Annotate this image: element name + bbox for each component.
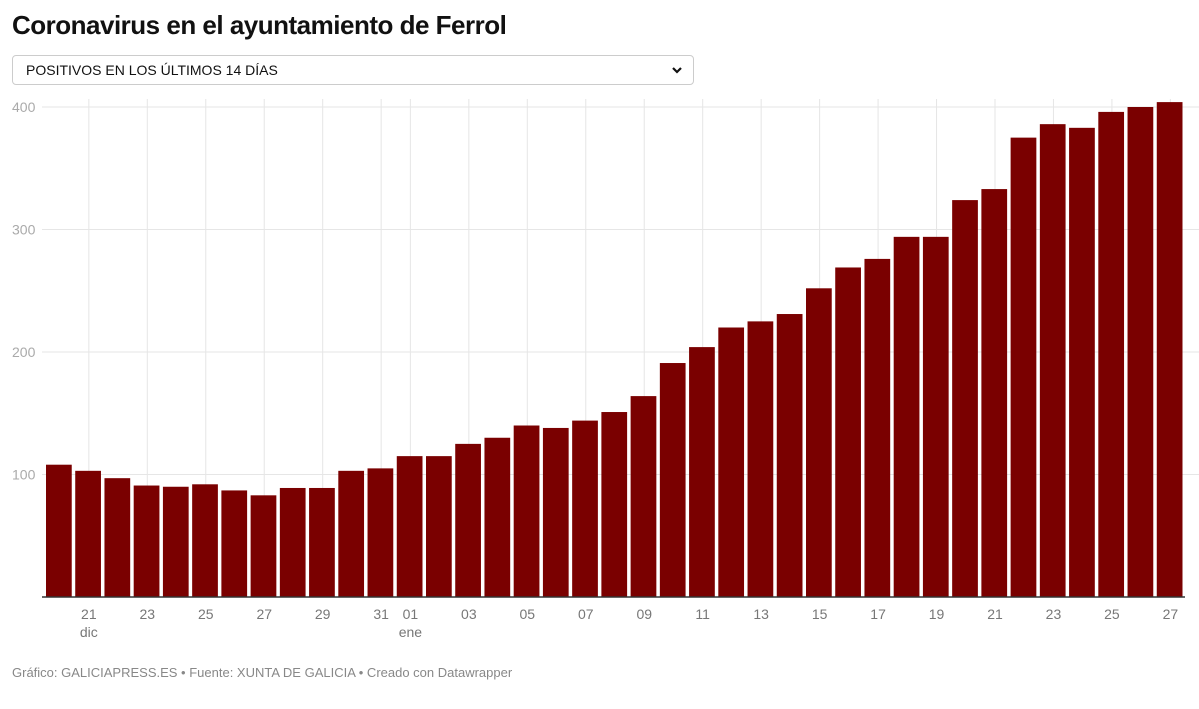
bar	[279, 487, 306, 597]
x-tick-label: 21	[987, 606, 1003, 622]
bar	[162, 486, 189, 597]
bar	[250, 495, 277, 597]
bar	[1039, 124, 1066, 598]
bar	[542, 427, 569, 597]
bar	[835, 267, 861, 597]
y-tick-label-bg	[10, 98, 38, 116]
chart-footer: Gráfico: GALICIAPRESS.ES • Fuente: XUNTA…	[12, 665, 513, 680]
bar	[426, 456, 452, 597]
bar	[396, 456, 423, 597]
bar	[601, 412, 628, 597]
x-tick-label: 25	[198, 606, 214, 622]
x-tick-label: 23	[140, 606, 156, 622]
x-tick-sublabel: dic	[80, 624, 98, 640]
bar	[455, 443, 481, 597]
x-tick-label: 19	[929, 606, 945, 622]
y-tick-label-bg	[10, 220, 38, 239]
x-tick-label: 05	[520, 606, 536, 622]
y-tick-label: 300	[12, 222, 36, 238]
bar	[864, 258, 891, 597]
bar	[1098, 111, 1125, 598]
y-tick-label-bg	[10, 465, 38, 484]
metric-select-value: POSITIVOS EN LOS ÚLTIMOS 14 DÍAS	[26, 62, 278, 78]
bar	[1156, 102, 1183, 597]
x-tick-label: 03	[461, 606, 477, 622]
x-tick-label: 07	[578, 606, 594, 622]
bar	[367, 468, 394, 597]
x-tick-sublabel: ene	[399, 624, 423, 640]
bar	[776, 314, 803, 597]
bar	[221, 490, 248, 597]
x-tick-label: 15	[812, 606, 828, 622]
bar	[1010, 137, 1037, 597]
x-tick-label: 01	[403, 606, 419, 622]
y-tick-label: 200	[12, 344, 36, 360]
x-tick-label: 17	[870, 606, 886, 622]
y-tick-label-bg	[10, 343, 38, 361]
bar	[689, 347, 715, 597]
bar	[1069, 127, 1095, 597]
bar	[747, 321, 774, 597]
x-tick-label: 29	[315, 606, 331, 622]
bar	[513, 425, 540, 597]
y-tick-label: 400	[12, 99, 36, 115]
bar	[104, 478, 131, 597]
bar	[659, 363, 686, 597]
bar	[952, 200, 978, 597]
x-tick-label: 11	[695, 606, 710, 622]
x-tick-label: 13	[753, 606, 769, 622]
x-tick-label: 27	[256, 606, 272, 622]
x-tick-label: 25	[1104, 606, 1120, 622]
bar	[893, 236, 920, 597]
bar	[338, 470, 365, 597]
bar	[46, 464, 72, 597]
bar	[922, 236, 949, 597]
bar	[981, 189, 1008, 597]
bar	[806, 288, 832, 597]
x-tick-label: 27	[1163, 606, 1179, 622]
y-tick-label: 100	[12, 467, 36, 483]
x-tick-label: 09	[636, 606, 652, 622]
bar	[133, 485, 160, 597]
bar	[75, 470, 101, 597]
bar	[192, 484, 218, 597]
x-tick-label: 23	[1046, 606, 1062, 622]
bar	[484, 437, 511, 597]
x-tick-label: 21	[81, 606, 97, 622]
metric-select[interactable]: POSITIVOS EN LOS ÚLTIMOS 14 DÍAS	[12, 55, 694, 85]
x-tick-label: 31	[373, 606, 389, 622]
chart-title: Coronavirus en el ayuntamiento de Ferrol	[12, 10, 507, 40]
bar	[1127, 107, 1154, 597]
bar	[309, 487, 335, 597]
bar	[630, 396, 657, 597]
bar	[572, 420, 598, 597]
bar	[718, 327, 745, 597]
chevron-down-icon	[672, 67, 682, 74]
